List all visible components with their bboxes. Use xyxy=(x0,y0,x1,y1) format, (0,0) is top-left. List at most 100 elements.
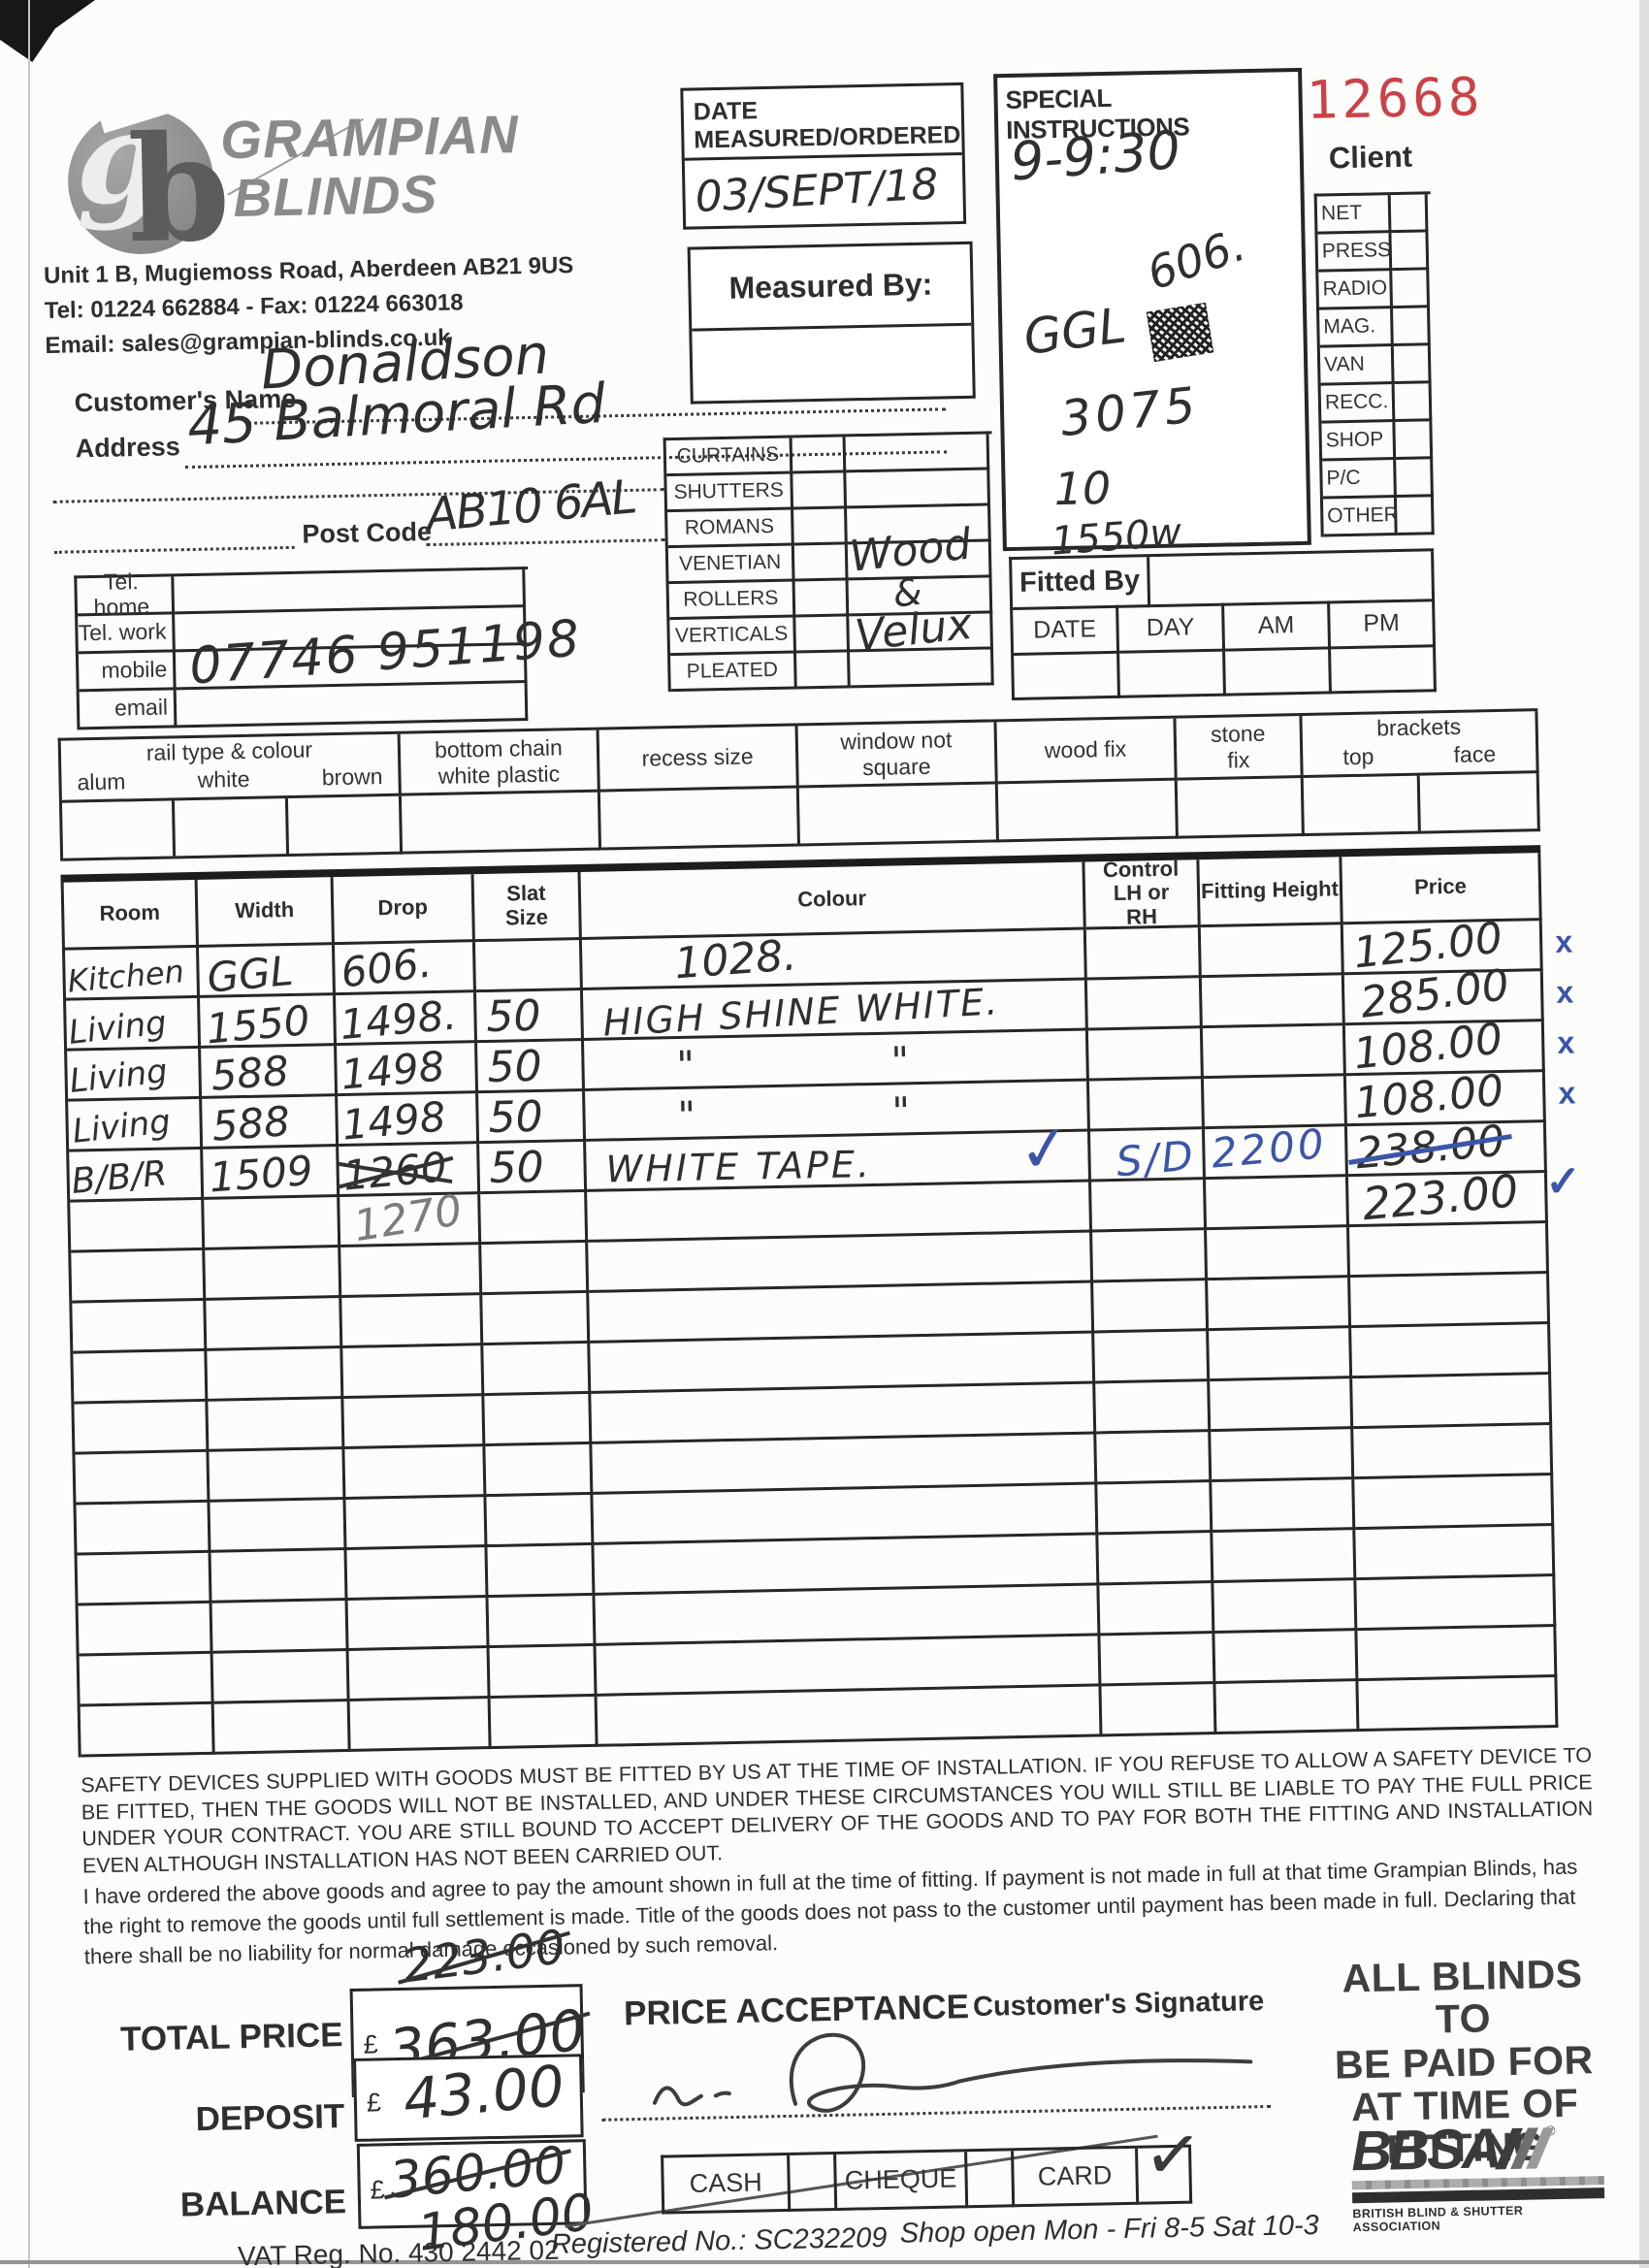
radio-checkbox xyxy=(1392,270,1431,309)
table-row-cell xyxy=(1100,1634,1216,1687)
table-row-cell xyxy=(1094,1331,1211,1384)
romans-checkbox xyxy=(793,508,848,546)
rollers-checkbox xyxy=(794,580,850,618)
table-row-cell xyxy=(342,1345,485,1400)
table-row-cell: 285.00 x xyxy=(1343,960,1574,1028)
row4-mark: x xyxy=(1558,1075,1576,1111)
col-control: Control LH or RH xyxy=(1102,856,1180,929)
table-row-cell: 50 xyxy=(478,1090,587,1145)
client-panel-title: Client xyxy=(1328,139,1413,176)
table-row-cell xyxy=(1088,1079,1205,1132)
company-name-line2: BLINDS xyxy=(232,163,438,229)
table-row-cell xyxy=(1086,978,1203,1031)
table-row-cell: Living xyxy=(67,1048,203,1102)
table-row-cell xyxy=(207,1348,344,1402)
table-row-cell xyxy=(1353,1425,1554,1480)
special-scribbled-out xyxy=(1146,302,1214,363)
special-instructions-box: SPECIAL INSTRUCTIONS 9-9:30 GGL 606. 307… xyxy=(993,67,1311,565)
table-row-cell xyxy=(79,1653,214,1707)
table-row-cell xyxy=(486,1494,595,1548)
fitted-day-cell xyxy=(1119,651,1227,698)
table-row-cell xyxy=(1092,1230,1209,1283)
table-row-cell: 108.00 x xyxy=(1344,1014,1575,1080)
bbsa-bar-dark xyxy=(1351,2187,1605,2204)
bbsa-caption: BRITISH BLIND & SHUTTER ASSOCIATION xyxy=(1352,2203,1524,2235)
press-checkbox xyxy=(1391,232,1430,272)
table-row-cell: Living xyxy=(68,1098,204,1152)
table-row-cell xyxy=(348,1648,491,1701)
row5-room: B/B/R xyxy=(70,1153,170,1202)
net-checkbox xyxy=(1390,194,1429,234)
table-row-cell xyxy=(1357,1626,1558,1682)
notice-line-2: BE PAID FOR xyxy=(1334,2036,1595,2088)
row2-drop: 1498. xyxy=(338,990,459,1050)
brackets-header: brackets top face xyxy=(1302,711,1539,779)
table-row-cell xyxy=(346,1547,489,1601)
col-colour: Colour xyxy=(796,886,867,912)
customer-address-label: Address xyxy=(75,432,180,464)
product-romans: ROMANS xyxy=(684,515,775,539)
client-van: VAN xyxy=(1323,352,1366,376)
row1-room: Kitchen xyxy=(66,953,186,1000)
table-row-cell xyxy=(1202,1025,1346,1080)
recc-checkbox xyxy=(1394,383,1433,423)
window-not-square-label: window not square xyxy=(840,727,953,780)
van-checkbox xyxy=(1393,345,1432,385)
shutters-note-cell xyxy=(846,470,991,509)
date-measured-box: DATE MEASURED/ORDERED 03/SEPT/18 xyxy=(680,81,967,230)
table-row-cell: 588 xyxy=(201,1046,339,1100)
table-row-cell xyxy=(487,1544,596,1599)
table-row-cell: 606. xyxy=(334,938,476,997)
row2-width: 1550 xyxy=(204,996,312,1053)
table-row-cell xyxy=(1212,1530,1357,1584)
brackets-top-cell xyxy=(1303,775,1421,834)
cash-checkbox xyxy=(790,2154,838,2212)
table-row-cell: 1498. xyxy=(336,990,478,1050)
table-row-cell xyxy=(349,1699,492,1752)
table-row-cell xyxy=(1358,1676,1559,1733)
brackets-face-cell xyxy=(1420,773,1537,830)
measured-by-label: Measured By: xyxy=(690,243,972,332)
table-row-cell xyxy=(1209,1328,1353,1382)
row1-mark: x xyxy=(1554,923,1573,959)
fitted-by-title: Fitted By xyxy=(1012,557,1151,610)
table-row-cell: 238.00 xyxy=(1346,1117,1547,1179)
special-10: 10 xyxy=(1053,461,1112,516)
order-table: Room Width Drop Slat Size Colour Control… xyxy=(60,845,1582,1758)
rail-value-cells xyxy=(61,795,404,861)
table-row-cell xyxy=(74,1401,210,1455)
table-row-cell xyxy=(1098,1533,1214,1586)
notice-line-1: ALL BLINDS TO xyxy=(1342,1951,1583,2042)
scan-bottom-edge xyxy=(0,2260,1649,2264)
table-row-cell xyxy=(1351,1324,1552,1379)
row5-control-check: ✓ xyxy=(1014,1111,1076,1189)
table-row-cell: B/B/R xyxy=(69,1149,205,1203)
row3-colour: " " xyxy=(676,1039,910,1089)
cash-label: CASH xyxy=(689,2167,762,2199)
row3-room: Living xyxy=(67,1052,170,1101)
client-net: NET xyxy=(1320,201,1363,225)
col-fitting-height: Fitting Height xyxy=(1200,876,1340,904)
total-price-label: TOTAL PRICE xyxy=(119,2016,343,2058)
row6-drop-corrected: 1270 xyxy=(350,1185,466,1252)
window-not-square-cell xyxy=(798,784,999,847)
product-shutters: SHUTTERS xyxy=(673,478,784,504)
bottom-chain-label: bottom chain white plastic xyxy=(434,734,564,789)
product-note-velux: Velux xyxy=(853,599,975,662)
wood-fix-label: wood fix xyxy=(1044,735,1127,762)
row1-colour: 1028. xyxy=(672,930,798,989)
table-row-cell xyxy=(72,1300,208,1354)
postcode-label: Post Code xyxy=(302,517,433,549)
row5-colour: WHITE TAPE. xyxy=(605,1143,873,1191)
table-row-cell xyxy=(208,1399,345,1452)
col-room: Room xyxy=(99,899,161,926)
table-row-cell xyxy=(474,939,583,993)
deposit-label: DEPOSIT xyxy=(195,2097,345,2139)
table-row-cell xyxy=(206,1298,343,1351)
row1-drop: 606. xyxy=(338,938,435,997)
table-row-cell xyxy=(1085,927,1202,981)
tel-home-label: Tel. home xyxy=(93,568,150,621)
table-row-cell xyxy=(489,1645,598,1700)
deposit-currency: £ xyxy=(366,2088,382,2118)
